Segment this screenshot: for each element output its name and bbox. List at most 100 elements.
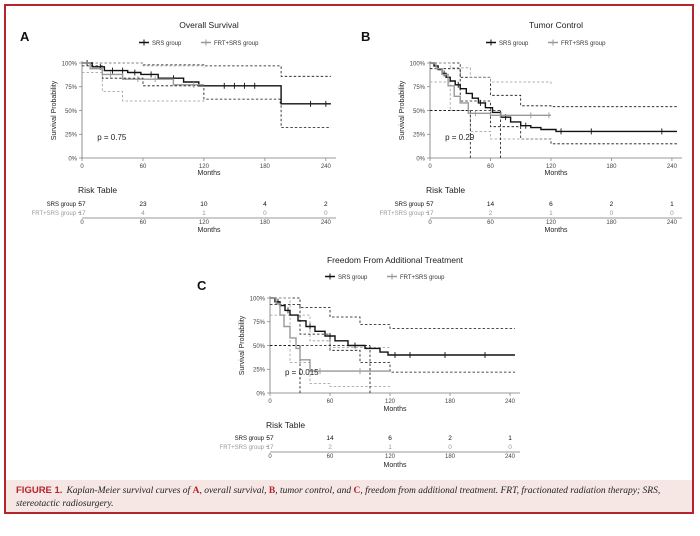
x-axis-title: Months <box>384 406 407 413</box>
chart-panel-c: C Freedom From Additional Treatment SRS gr… <box>197 255 520 469</box>
caption-text: Kaplan-Meier survival curves of <box>66 486 193 496</box>
risk-x-tick-label: 240 <box>321 220 332 226</box>
x-axis-title: Months <box>545 170 568 177</box>
risk-count: 23 <box>139 201 147 208</box>
y-axis-title: Survival Probability <box>51 80 58 140</box>
risk-count: 0 <box>448 444 452 451</box>
risk-row-label: SRS group <box>395 202 425 208</box>
x-tick-label: 180 <box>606 164 617 170</box>
caption-panel-ref: C <box>353 486 361 496</box>
caption-panel-ref: B <box>268 486 276 496</box>
risk-x-tick-label: 0 <box>428 220 432 226</box>
risk-count: 14 <box>487 201 495 208</box>
panel-letter: B <box>361 29 370 44</box>
figure-frame <box>4 4 694 514</box>
risk-count: 57 <box>426 201 434 208</box>
x-tick-label: 120 <box>385 399 396 405</box>
x-tick-label: 0 <box>428 164 432 170</box>
risk-count: 6 <box>549 201 553 208</box>
chart-title: Tumor Control <box>529 20 583 30</box>
risk-x-tick-label: 60 <box>487 220 494 226</box>
p-value: p = 0.29 <box>445 133 475 142</box>
risk-count: 10 <box>200 201 208 208</box>
y-tick-label: 75% <box>65 85 78 91</box>
risk-count: 2 <box>328 444 332 451</box>
ci-lower-line <box>82 65 331 128</box>
figure-caption: FIGURE 1. Kaplan-Meier survival curves of… <box>6 480 692 512</box>
x-tick-label: 180 <box>445 399 456 405</box>
y-tick-label: 0% <box>68 156 77 162</box>
risk-count: 1 <box>508 435 512 442</box>
risk-count: 1 <box>388 444 392 451</box>
y-tick-label: 25% <box>413 133 426 139</box>
x-tick-label: 0 <box>268 399 272 405</box>
ci-upper-line <box>82 62 205 68</box>
risk-count: 17 <box>78 210 86 217</box>
x-tick-label: 60 <box>140 164 147 170</box>
risk-count: 1 <box>202 210 206 217</box>
caption-panel-ref: A <box>192 486 200 496</box>
risk-row-label: FRT+SRS group <box>32 211 77 217</box>
risk-count: 2 <box>324 201 328 208</box>
risk-count: 57 <box>78 201 86 208</box>
ci-upper-line <box>82 62 331 77</box>
y-tick-label: 75% <box>413 85 426 91</box>
y-tick-label: 100% <box>62 61 78 67</box>
risk-x-tick-label: 180 <box>445 454 456 460</box>
km-curve <box>270 297 390 372</box>
ci-lower-line <box>270 304 515 373</box>
ci-lower-line <box>270 314 390 387</box>
x-axis-title: Months <box>198 170 221 177</box>
x-tick-label: 0 <box>80 164 84 170</box>
panel-letter: A <box>20 29 30 44</box>
chart-legend: SRS group FRT+SRS group <box>486 39 606 47</box>
risk-count: 2 <box>489 210 493 217</box>
risk-x-tick-label: 180 <box>606 220 617 226</box>
risk-table-title: Risk Table <box>426 185 465 195</box>
y-tick-label: 75% <box>253 320 266 326</box>
risk-x-axis-title: Months <box>198 227 221 234</box>
risk-count: 57 <box>266 435 274 442</box>
y-tick-label: 50% <box>65 109 78 115</box>
risk-row-label: SRS group <box>47 202 77 208</box>
risk-count: 0 <box>508 444 512 451</box>
caption-text: , freedom from additional treatment. FRT… <box>16 486 661 509</box>
x-tick-label: 240 <box>505 399 516 405</box>
y-tick-label: 100% <box>250 296 266 302</box>
chart-legend: SRS group FRT+SRS group <box>139 39 259 47</box>
x-tick-label: 60 <box>327 399 334 405</box>
legend-label: FRT+SRS group <box>400 275 445 281</box>
y-tick-label: 0% <box>256 391 265 397</box>
risk-x-tick-label: 0 <box>80 220 84 226</box>
risk-x-tick-label: 60 <box>140 220 147 226</box>
risk-x-tick-label: 240 <box>505 454 516 460</box>
ci-lower-line <box>82 72 205 103</box>
risk-count: 4 <box>141 210 145 217</box>
x-tick-label: 240 <box>321 164 332 170</box>
risk-count: 17 <box>426 210 434 217</box>
risk-count: 0 <box>263 210 267 217</box>
risk-row-label: SRS group <box>235 436 265 442</box>
km-curve <box>82 62 204 86</box>
risk-row-label: FRT+SRS group <box>380 211 425 217</box>
caption-text: , overall survival, <box>199 486 269 496</box>
risk-x-axis-title: Months <box>384 462 407 469</box>
risk-count: 0 <box>610 210 614 217</box>
km-curve <box>430 62 677 133</box>
y-tick-label: 100% <box>410 61 426 67</box>
risk-count: 6 <box>388 435 392 442</box>
x-tick-label: 120 <box>546 164 557 170</box>
km-curve <box>430 62 551 116</box>
risk-row-label: FRT+SRS group <box>220 445 265 451</box>
x-tick-label: 120 <box>199 164 210 170</box>
p-value: p = 0.015 <box>285 368 319 377</box>
risk-x-axis-title: Months <box>545 227 568 234</box>
km-curve <box>270 297 515 356</box>
chart-title: Freedom From Additional Treatment <box>327 255 464 265</box>
risk-count: 17 <box>266 444 274 451</box>
risk-count: 2 <box>610 201 614 208</box>
risk-table-title: Risk Table <box>78 185 117 195</box>
ci-upper-line <box>430 62 552 84</box>
